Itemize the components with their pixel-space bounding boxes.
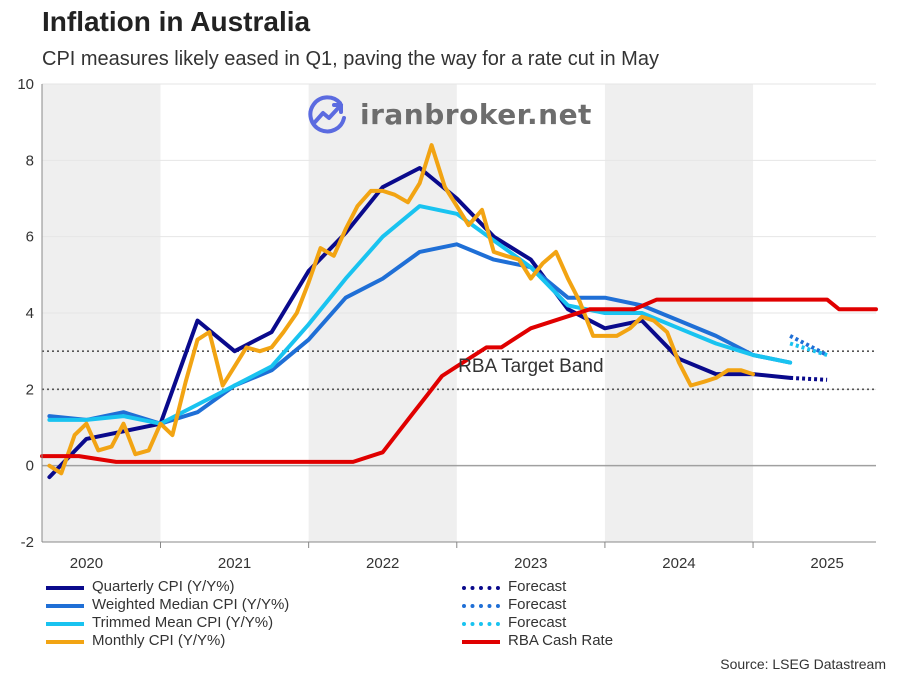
x-tick-label: 2024 xyxy=(662,555,695,572)
x-tick-label: 2021 xyxy=(218,555,251,572)
chart-subtitle: CPI measures likely eased in Q1, paving … xyxy=(42,48,659,70)
y-tick-label: 6 xyxy=(26,229,34,246)
series-line-trimmed-mean-cpi-y-y-2 xyxy=(47,204,793,426)
x-tick-label: 2020 xyxy=(70,555,103,572)
annotation-rba-target-band: RBA Target Band xyxy=(458,356,603,377)
source-note: Source: LSEG Datastream xyxy=(720,656,886,672)
y-tick-label: 8 xyxy=(26,152,34,169)
legend-label: Trimmed Mean CPI (Y/Y%) xyxy=(92,614,274,631)
legend-swatch xyxy=(462,586,500,590)
series-line-weighted-median-cpi-y-y-1 xyxy=(47,242,793,426)
legend-label: Weighted Median CPI (Y/Y%) xyxy=(92,596,290,613)
legend-label: Forecast xyxy=(508,596,567,613)
legend-swatch xyxy=(46,622,84,626)
chart-trend-logo-icon xyxy=(308,95,346,134)
legend-swatch xyxy=(46,586,84,590)
x-tick-label: 2022 xyxy=(366,555,399,572)
watermark-text: iranbroker.net xyxy=(360,98,592,131)
legend-label: Quarterly CPI (Y/Y%) xyxy=(92,578,235,595)
legend-swatch xyxy=(462,604,500,608)
legend-swatch xyxy=(462,640,500,644)
series-lines xyxy=(40,143,878,480)
series-line-quarterly-cpi-y-y-0 xyxy=(47,166,793,480)
axes: -2 0 2 4 6 8 10 2020 2021 2022 2023 2024 2025 xyxy=(17,76,876,572)
legend-label: Monthly CPI (Y/Y%) xyxy=(92,632,226,649)
annotations: RBA Target Band xyxy=(458,356,603,377)
y-tick-label: 4 xyxy=(26,305,34,322)
x-tick-label: 2023 xyxy=(514,555,547,572)
series-line-monthly-cpi-y-y-3 xyxy=(47,143,755,476)
y-tick-label: 10 xyxy=(17,76,34,93)
legend-label: RBA Cash Rate xyxy=(508,632,614,649)
legend-swatch xyxy=(462,622,500,626)
series-line-forecast-5 xyxy=(789,334,829,357)
series-line-forecast-6 xyxy=(789,341,828,357)
legend-swatch xyxy=(46,640,84,644)
legend-label: Forecast xyxy=(508,614,567,631)
legend-swatch xyxy=(46,604,84,608)
y-tick-label: -2 xyxy=(21,534,34,551)
series-line-forecast-4 xyxy=(789,375,828,382)
chart-title: Inflation in Australia xyxy=(42,6,311,37)
x-tick-label: 2025 xyxy=(810,555,843,572)
y-tick-label: 2 xyxy=(26,381,34,398)
y-tick-label: 0 xyxy=(26,458,34,475)
legend-label: Forecast xyxy=(508,578,567,595)
series-line-rba-cash-rate-7 xyxy=(40,297,878,464)
